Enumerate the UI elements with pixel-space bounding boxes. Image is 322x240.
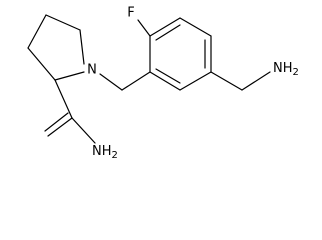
bond <box>47 117 73 137</box>
bond <box>54 79 73 119</box>
bond <box>45 14 81 31</box>
bond <box>44 112 69 132</box>
bond <box>210 71 243 91</box>
bond <box>137 19 151 37</box>
atom-label: N <box>87 63 97 78</box>
bond <box>121 71 151 91</box>
bond <box>27 47 56 81</box>
atom-label: NH2 <box>92 144 118 161</box>
atom-text: NH <box>273 61 293 76</box>
bond <box>54 71 85 81</box>
molecule-diagram: F N NH2 NH2 <box>27 6 299 161</box>
atom-label: NH2 <box>273 61 299 79</box>
atom-text: NH <box>92 144 112 159</box>
bond <box>179 17 212 37</box>
bond <box>71 117 96 144</box>
atom-subscript: 2 <box>112 150 118 160</box>
bond <box>241 71 271 91</box>
bond <box>79 29 85 65</box>
bonds <box>27 14 271 144</box>
bond <box>155 68 181 84</box>
bond <box>27 14 47 49</box>
bond <box>149 17 181 37</box>
bond <box>155 24 181 41</box>
bond <box>179 71 212 91</box>
atom-subscript: 2 <box>293 67 299 78</box>
atom-label: F <box>127 6 134 21</box>
bond <box>149 71 181 91</box>
bond <box>99 73 123 91</box>
